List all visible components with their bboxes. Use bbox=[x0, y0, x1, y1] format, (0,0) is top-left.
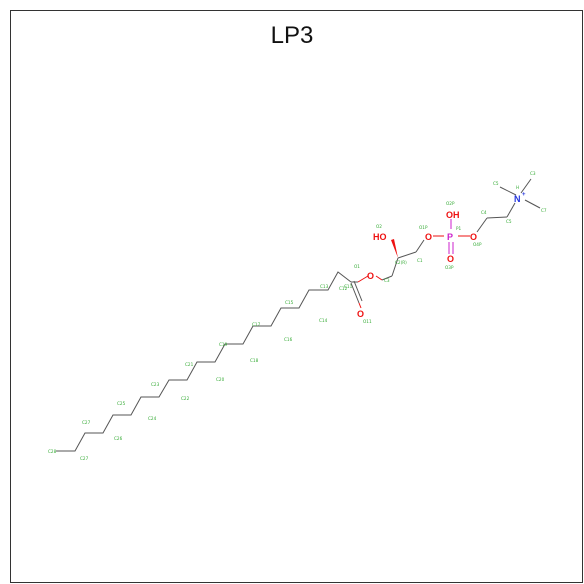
atom-label-c27b: C27 bbox=[80, 456, 89, 461]
atom-label-c11: C11 bbox=[344, 284, 353, 289]
glycerol-bond-1 bbox=[381, 275, 393, 281]
atom-label-p1: P1 bbox=[456, 226, 462, 231]
stereo-wedge bbox=[391, 239, 398, 258]
nitrogen-charge-label: + bbox=[522, 192, 526, 198]
atom-label-c23: C23 bbox=[151, 382, 160, 387]
atom-label-c2r: C2(R) bbox=[395, 260, 407, 265]
atom-label-c24: C24 bbox=[148, 416, 157, 421]
atom-label-c25: C25 bbox=[117, 401, 126, 406]
atom-label-c22: C22 bbox=[181, 396, 190, 401]
choline-bond-3 bbox=[506, 202, 516, 218]
atom-label-c17: C17 bbox=[252, 322, 261, 327]
atom-label-c3-top: C3 bbox=[530, 171, 536, 176]
atom-label-o3p: O3P bbox=[445, 265, 454, 270]
nitrogen-label: N bbox=[514, 194, 521, 204]
carbonyl-oxygen-label: O bbox=[357, 309, 364, 319]
atom-label-c26: C26 bbox=[114, 436, 123, 441]
atom-label-c13: C13 bbox=[320, 284, 329, 289]
atom-label-o11: O11 bbox=[363, 319, 372, 324]
n-methyl-right bbox=[524, 199, 541, 209]
phosphate-o-right-label: O bbox=[470, 232, 477, 242]
atom-label-o1: O1 bbox=[354, 264, 360, 269]
atom-label-c5b: C5 bbox=[506, 219, 512, 224]
n-methyl-left bbox=[499, 186, 517, 196]
atom-label-o2: O2 bbox=[376, 224, 382, 229]
atom-label-c19: C19 bbox=[219, 342, 228, 347]
atom-label-c20: C20 bbox=[216, 377, 225, 382]
atom-label-c14: C14 bbox=[319, 318, 328, 323]
ester-oxygen-label: O bbox=[367, 271, 374, 281]
fatty-acid-chain bbox=[56, 271, 352, 452]
atom-label-c5-left: C5 bbox=[493, 181, 499, 186]
molecule-title: LP3 bbox=[270, 22, 314, 49]
atom-label-c21: C21 bbox=[185, 362, 194, 367]
atom-label-c16: C16 bbox=[284, 337, 293, 342]
structure-frame bbox=[10, 10, 583, 583]
atom-label-c12: C12 bbox=[339, 286, 348, 291]
carbonyl-bond-a bbox=[350, 282, 360, 304]
atom-label-o2p-top: O2P bbox=[446, 201, 455, 206]
choline-bond-2 bbox=[486, 216, 508, 219]
atom-label-c3: C3 bbox=[384, 278, 390, 283]
atom-label-c27: C27 bbox=[82, 420, 91, 425]
ester-bond-2 bbox=[357, 275, 369, 283]
choline-bond-1 bbox=[476, 217, 488, 233]
glycerol-bond-2 bbox=[391, 257, 399, 277]
ester-bond-3 bbox=[375, 275, 383, 281]
phosphate-double-o-label: O bbox=[447, 254, 454, 264]
atom-label-n-h: H bbox=[516, 185, 519, 190]
glycerol-bond-4 bbox=[415, 239, 425, 253]
atom-label-o1p: O1P bbox=[419, 225, 428, 230]
atom-label-c7-right: C7 bbox=[541, 208, 547, 213]
carbonyl-bond-b bbox=[353, 280, 363, 302]
glycerol-hydroxyl-label: HO bbox=[373, 232, 387, 242]
n-methyl-top bbox=[520, 178, 532, 194]
phosphorus-label: P bbox=[447, 232, 453, 242]
glycerol-bond-3 bbox=[397, 251, 417, 259]
phosphate-o-left-label: O bbox=[425, 232, 432, 242]
atom-label-c15: C15 bbox=[285, 300, 294, 305]
atom-label-c1: C1 bbox=[417, 258, 423, 263]
carbonyl-bond-end bbox=[358, 302, 362, 309]
atom-label-c18: C18 bbox=[250, 358, 259, 363]
hydroxyl-top-label: OH bbox=[446, 210, 460, 220]
atom-label-o4p: O4P bbox=[473, 242, 482, 247]
atom-label-c28: C28 bbox=[48, 449, 57, 454]
atom-label-c4: C4 bbox=[481, 210, 487, 215]
